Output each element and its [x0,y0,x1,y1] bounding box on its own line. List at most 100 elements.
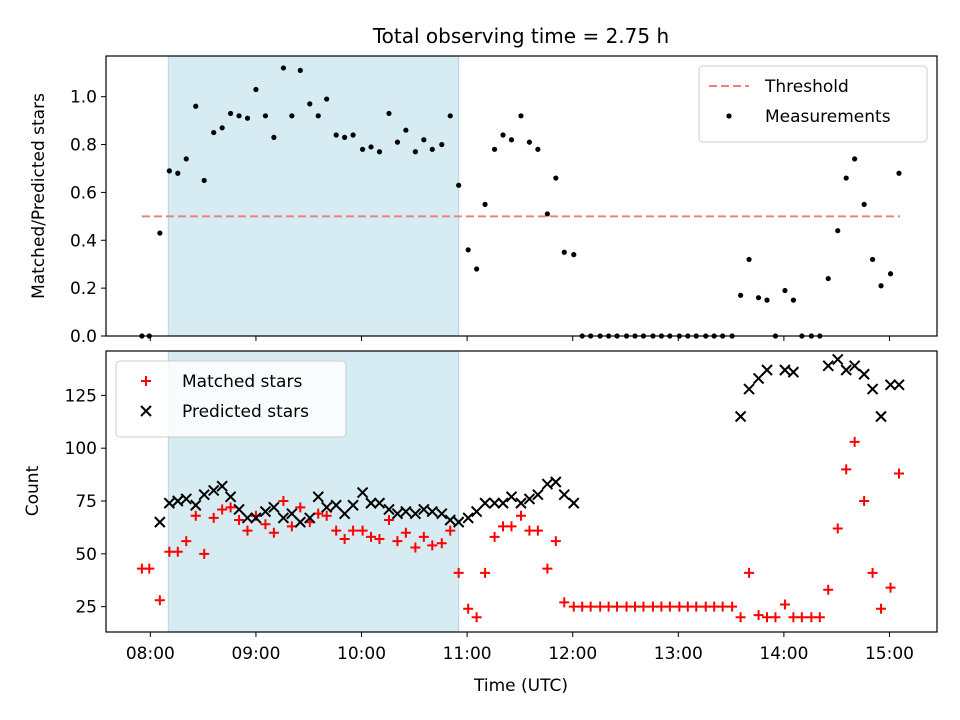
data-point [550,536,561,547]
data-point [453,567,464,578]
data-point [491,146,498,152]
data-point [277,512,290,524]
data-point [761,364,773,376]
data-point [506,521,517,532]
top-y-axis-label: Matched/Predicted stars [29,93,49,299]
data-point [175,170,181,176]
data-point [875,410,887,423]
data-point [198,488,210,501]
data-point [452,516,465,528]
data-point [505,491,518,503]
data-point [744,567,755,578]
chart-title: Total observing time = 2.75 h [372,24,669,48]
x-tick-label: 15:00 [865,644,914,664]
data-point [439,141,445,148]
data-point [779,364,791,376]
data-point [735,612,746,623]
data-point [338,507,351,520]
data-point [166,168,172,174]
data-point [331,525,342,536]
data-point [488,497,501,509]
data-point [219,125,225,131]
x-tick-label: 08:00 [126,644,175,664]
data-point [456,182,462,188]
data-point [480,567,491,578]
series-measurements [139,65,902,339]
data-point [656,601,667,612]
data-point [463,603,474,614]
plot-frame [105,350,938,633]
data-point [234,515,245,526]
data-point [500,132,506,138]
data-point [796,612,807,623]
data-point [825,275,831,282]
data-point [561,249,567,255]
data-point [884,379,897,391]
data-point [876,603,887,614]
data-point [835,228,841,234]
y-tick-label: 1.0 [70,88,97,108]
data-point [568,601,579,612]
data-point [858,368,870,380]
data-point [518,113,524,119]
data-point [447,113,453,119]
y-tick-label: 50 [75,545,97,565]
data-point [806,612,817,623]
plot-frame [105,55,938,337]
bottom-y-axis-label: Count [23,465,43,516]
data-point [386,110,392,117]
data-point [190,499,202,511]
data-point [630,601,641,612]
observing-window-shade [167,55,460,337]
data-point [418,503,430,516]
data-point [465,247,471,253]
data-point [400,505,412,518]
data-point [595,601,606,612]
data-point [321,510,332,521]
data-point [324,96,330,102]
data-point [849,436,860,447]
data-point [866,383,879,395]
data-point [164,546,175,557]
data-point [280,65,286,71]
data-point [603,601,614,612]
legend-marker [140,405,152,417]
data-point [383,503,395,516]
data-point [559,597,570,608]
data-point [532,525,543,536]
data-point [207,484,220,497]
data-point [154,516,166,528]
data-point [359,146,366,152]
data-point [738,292,744,298]
data-point [553,175,559,181]
data-point [392,536,403,547]
data-point [508,137,515,143]
series-predicted-stars [154,353,905,528]
data-point [410,542,421,553]
data-point [832,353,844,366]
data-point [376,149,383,155]
data-point [429,146,435,152]
data-point [746,256,752,263]
y-tick-label: 0.4 [70,231,97,251]
data-point [181,536,192,547]
y-tick-label: 0.6 [70,183,97,203]
data-point [183,156,189,162]
data-point [790,297,796,303]
data-point [383,515,394,526]
data-point [190,510,201,521]
data-point [304,512,316,524]
data-point [558,488,570,501]
data-point [682,601,693,612]
data-point [823,584,834,595]
data-point [878,283,884,289]
data-point [717,601,728,612]
data-point [709,601,720,612]
data-point [436,538,447,549]
data-point [524,525,535,536]
y-tick-label: 125 [65,386,97,406]
data-point [333,132,339,138]
legend: Matched stars Predicted stars [115,360,347,438]
data-point [373,497,386,509]
data-point [471,612,482,623]
